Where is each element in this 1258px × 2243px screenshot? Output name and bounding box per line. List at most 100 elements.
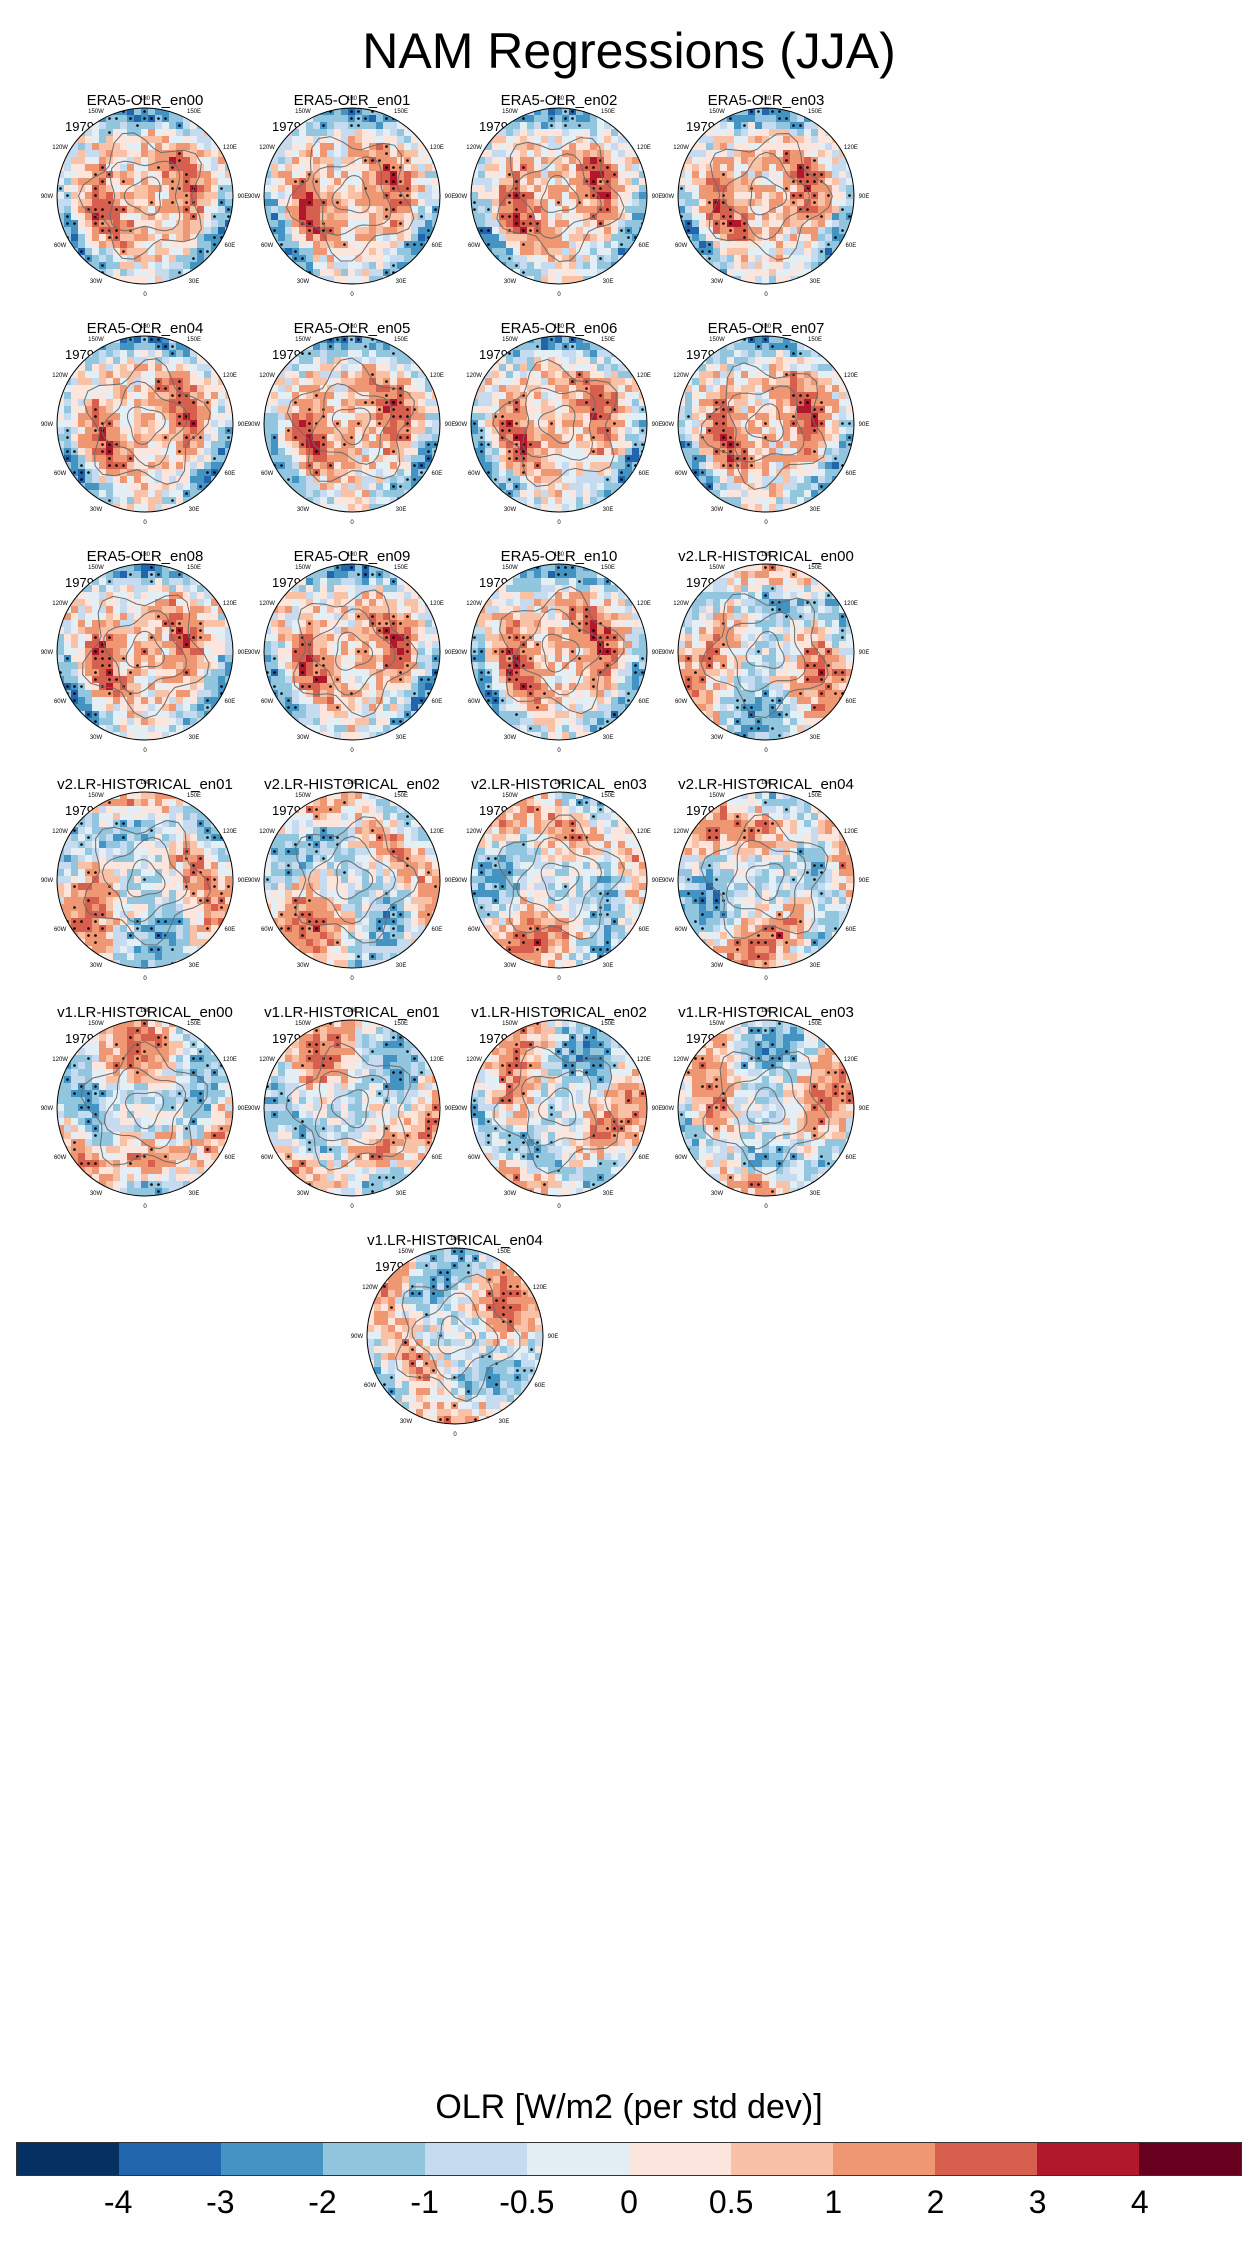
field-cell: [741, 276, 749, 284]
field-cell: [327, 192, 335, 200]
field-cell: [327, 364, 335, 372]
significance-dot: [322, 229, 325, 232]
field-cell: [211, 185, 219, 193]
field-cell: [597, 241, 605, 249]
significance-dot: [115, 208, 118, 211]
field-cell: [748, 220, 756, 228]
field-cell: [113, 269, 121, 277]
field-cell: [313, 213, 321, 221]
field-cell: [590, 115, 598, 123]
significance-dot: [420, 471, 423, 474]
field-cell: [513, 476, 521, 484]
field-cell: [92, 241, 100, 249]
field-cell: [397, 476, 405, 484]
field-cell: [292, 213, 300, 221]
field-cell: [397, 350, 405, 358]
field-cell: [534, 255, 542, 263]
field-cell: [590, 357, 598, 365]
field-cell: [755, 413, 763, 421]
field-cell: [376, 427, 384, 435]
field-cell: [71, 206, 79, 214]
field-cell: [404, 136, 412, 144]
field-cell: [425, 171, 433, 179]
field-cell: [320, 476, 328, 484]
field-cell: [99, 255, 107, 263]
field-cell: [320, 192, 328, 200]
field-cell: [625, 150, 633, 158]
field-cell: [292, 378, 300, 386]
field-cell: [348, 171, 356, 179]
field-cell: [618, 378, 626, 386]
field-cell: [113, 255, 121, 263]
field-cell: [776, 199, 784, 207]
field-cell: [783, 434, 791, 442]
field-cell: [334, 364, 342, 372]
field-cell: [811, 206, 819, 214]
field-cell: [555, 248, 563, 256]
field-cell: [155, 276, 163, 284]
significance-dot: [94, 187, 97, 190]
significance-dot: [785, 187, 788, 190]
field-cell: [306, 122, 314, 130]
field-cell: [418, 178, 426, 186]
field-cell: [271, 185, 279, 193]
field-cell: [141, 441, 149, 449]
field-cell: [134, 490, 142, 498]
field-cell: [527, 378, 535, 386]
significance-dot: [764, 422, 767, 425]
field-cell: [555, 178, 563, 186]
field-cell: [327, 255, 335, 263]
field-cell: [755, 164, 763, 172]
field-cell: [734, 427, 742, 435]
field-cell: [334, 157, 342, 165]
field-cell: [832, 448, 840, 456]
field-cell: [527, 434, 535, 442]
field-cell: [499, 206, 507, 214]
field-cell: [313, 255, 321, 263]
field-cell: [292, 357, 300, 365]
significance-dot: [206, 401, 209, 404]
field-cell: [825, 143, 833, 151]
field-cell: [583, 150, 591, 158]
field-cell: [527, 399, 535, 407]
field-cell: [190, 136, 198, 144]
significance-dot: [350, 436, 353, 439]
field-cell: [492, 364, 500, 372]
field-cell: [706, 185, 714, 193]
field-cell: [334, 378, 342, 386]
field-cell: [562, 441, 570, 449]
significance-dot: [178, 450, 181, 453]
field-cell: [418, 420, 426, 428]
field-cell: [348, 364, 356, 372]
field-cell: [211, 206, 219, 214]
field-cell: [355, 129, 363, 137]
field-cell: [632, 399, 640, 407]
field-cell: [348, 262, 356, 270]
field-cell: [734, 406, 742, 414]
field-cell: [727, 199, 735, 207]
field-cell: [306, 234, 314, 242]
field-cell: [825, 462, 833, 470]
field-cell: [520, 406, 528, 414]
field-cell: [825, 385, 833, 393]
field-cell: [741, 143, 749, 151]
longitude-label: 60E: [846, 243, 857, 249]
field-cell: [278, 150, 286, 158]
field-cell: [832, 178, 840, 186]
field-cell: [92, 371, 100, 379]
field-cell: [148, 248, 156, 256]
field-cell: [334, 497, 342, 505]
field-cell: [741, 262, 749, 270]
field-cell: [569, 371, 577, 379]
field-cell: [541, 241, 549, 249]
field-cell: [706, 234, 714, 242]
field-cell: [313, 136, 321, 144]
field-cell: [411, 364, 419, 372]
field-cell: [555, 455, 563, 463]
field-cell: [506, 150, 514, 158]
field-cell: [520, 199, 528, 207]
field-cell: [797, 406, 805, 414]
field-cell: [355, 434, 363, 442]
field-cell: [527, 462, 535, 470]
field-cell: [313, 206, 321, 214]
